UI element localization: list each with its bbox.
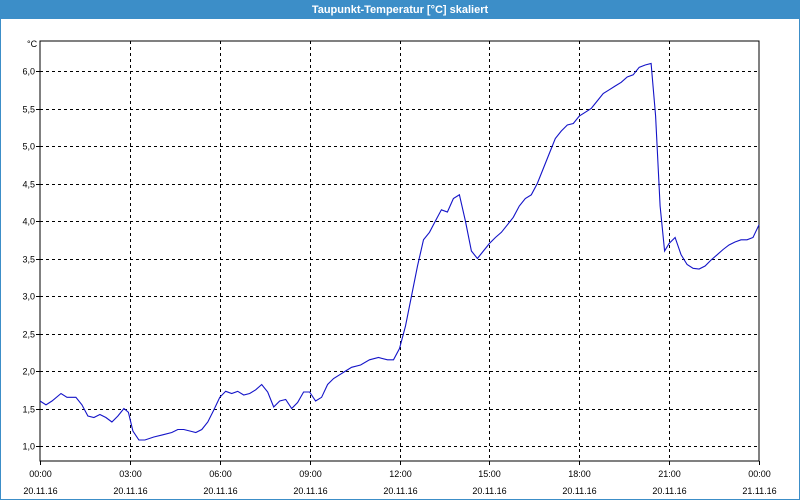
grid-lines	[40, 41, 759, 461]
y-tick-label: 1,0	[22, 442, 35, 452]
x-tick-date-label: 20.11.16	[472, 486, 506, 496]
y-axis-unit: °C	[27, 39, 38, 49]
x-tick-date-label: 21.11.16	[742, 486, 776, 496]
y-tick-label: 4,5	[22, 180, 35, 190]
y-tick-label: 5,0	[22, 142, 35, 152]
y-tick-label: 1,5	[22, 405, 35, 415]
x-tick-time-label: 06:00	[209, 469, 232, 479]
y-tick-label: 2,0	[22, 367, 35, 377]
x-tick-time-label: 00:00	[748, 469, 771, 479]
x-tick-time-label: 12:00	[389, 469, 412, 479]
y-tick-label: 3,5	[22, 255, 35, 265]
x-tick-time-label: 09:00	[299, 469, 322, 479]
x-tick-date-label: 20.11.16	[652, 486, 686, 496]
x-tick-date-label: 20.11.16	[293, 486, 327, 496]
x-tick-date-label: 20.11.16	[562, 486, 596, 496]
x-tick-date-label: 20.11.16	[23, 486, 57, 496]
x-tick-time-label: 00:00	[29, 469, 52, 479]
x-tick-date-label: 20.11.16	[203, 486, 237, 496]
y-axis-ticks: 1,0 1,5 2,0 2,5 3,0 3,5 4,0 4,5 5,0 5,5 6,0	[22, 67, 40, 452]
y-tick-label: 5,5	[22, 105, 35, 115]
plot-area	[39, 40, 760, 462]
y-tick-label: 3,0	[22, 292, 35, 302]
x-tick-date-label: 20.11.16	[113, 486, 147, 496]
window-title: Taupunkt-Temperatur [°C] skaliert	[1, 1, 799, 19]
x-tick-date-label: 20.11.16	[383, 486, 417, 496]
dewpoint-series-line	[39, 62, 760, 441]
y-tick-label: 6,0	[22, 67, 35, 77]
x-tick-time-label: 15:00	[478, 469, 501, 479]
y-tick-label: 2,5	[22, 330, 35, 340]
x-axis-ticks: 00:00 20.11.16 03:00 20.11.16 06:00 20.11.16 0…	[23, 461, 777, 496]
x-tick-time-label: 21:00	[658, 469, 681, 479]
y-tick-label: 4,0	[22, 217, 35, 227]
x-tick-time-label: 03:00	[119, 469, 142, 479]
x-tick-time-label: 18:00	[568, 469, 591, 479]
